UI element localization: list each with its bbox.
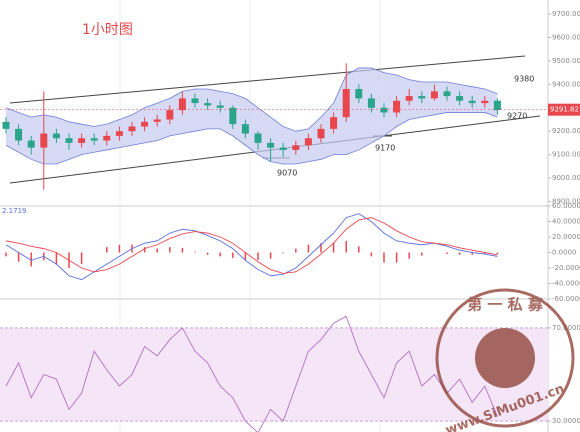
candle-body <box>342 89 350 118</box>
y-tick-label: 9600.00 <box>552 33 580 41</box>
y-tick-label: 9200.00 <box>552 127 580 135</box>
candle-body <box>393 100 401 113</box>
annotation: 9270 <box>507 112 527 121</box>
candle-body <box>456 96 464 101</box>
candle-body <box>141 121 149 127</box>
y-tick-label: 60.0000 <box>552 202 580 210</box>
candle-body <box>153 119 161 122</box>
candle-body <box>355 89 363 99</box>
band-upper <box>5 67 498 132</box>
candle-body <box>241 124 249 134</box>
channel-upper <box>9 55 526 104</box>
y-tick-label: 8900.00 <box>552 197 580 205</box>
candle-body <box>405 96 413 101</box>
y-tick-label: 9400.00 <box>552 80 580 88</box>
candle-body <box>418 96 426 99</box>
candle-body <box>103 135 111 141</box>
candle-body <box>115 131 123 136</box>
band-lower <box>5 112 498 165</box>
last-price-box <box>548 103 580 116</box>
watermark-ring <box>435 288 575 428</box>
candle-body <box>380 107 388 113</box>
y-tick-label: 9500.00 <box>552 57 580 65</box>
candle-body <box>279 147 287 150</box>
annotation: 9380 <box>514 75 534 84</box>
candle-body <box>443 91 451 97</box>
candle-body <box>292 145 300 150</box>
macd-label: 2.1719 <box>2 207 27 215</box>
y-tick-label: 40.0000 <box>552 218 580 226</box>
candle-body <box>27 140 35 148</box>
candle-body <box>78 138 86 143</box>
candle-body <box>229 107 237 125</box>
candle-body <box>317 128 325 139</box>
band-fill <box>6 67 498 164</box>
candle-body <box>481 100 489 104</box>
candle-body <box>468 100 476 104</box>
candle-body <box>65 138 73 143</box>
candle-body <box>15 128 23 141</box>
candle-body <box>166 110 174 120</box>
y-tick-label: -60.0000 <box>552 295 580 303</box>
candle-body <box>267 142 275 148</box>
y-tick-label: 9000.00 <box>552 174 580 182</box>
macd-line <box>5 213 498 281</box>
watermark-logo <box>475 328 535 388</box>
y-tick-label: 9100.00 <box>552 151 580 159</box>
y-tick-label: -20.0000 <box>552 264 580 272</box>
y-tick-label: 0.0000 <box>552 249 577 257</box>
candle-body <box>52 133 60 139</box>
candle-body <box>254 133 262 143</box>
chart-title: 1小时图 <box>82 22 133 38</box>
annotation: 9170 <box>375 144 395 153</box>
watermark-name: 第 一 私 募 <box>467 296 544 314</box>
y-tick-label: 30.0000 <box>552 417 580 425</box>
candle-body <box>430 91 438 99</box>
candle-body <box>204 103 212 106</box>
candle-body <box>493 100 501 111</box>
y-tick-label: -40.0000 <box>552 280 580 288</box>
y-tick-label: 9700.00 <box>552 10 580 18</box>
candle-body <box>367 98 375 108</box>
candle-body <box>191 98 199 104</box>
rsi-line <box>5 315 498 432</box>
last-price-label: 9291.82 <box>550 106 579 114</box>
annotation: 9070 <box>277 169 297 178</box>
candle-body <box>128 126 136 132</box>
candle-body <box>40 133 48 148</box>
candle-body <box>178 98 186 111</box>
macd-line <box>5 217 498 274</box>
y-tick-label: 20.0000 <box>552 233 580 241</box>
rsi-band <box>0 327 548 422</box>
candle-body <box>330 117 338 129</box>
candle-body <box>216 105 224 108</box>
candle-body <box>304 138 312 146</box>
candle-body <box>90 138 98 141</box>
candle-body <box>2 121 10 129</box>
